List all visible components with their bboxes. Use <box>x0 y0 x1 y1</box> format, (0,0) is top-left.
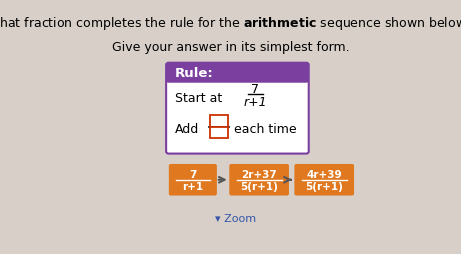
Text: ▾ Zoom: ▾ Zoom <box>215 213 256 223</box>
Text: What fraction completes the rule for the $\mathbf{arithmetic}$ sequence shown be: What fraction completes the rule for the… <box>0 15 461 32</box>
Text: 7: 7 <box>189 169 196 179</box>
FancyBboxPatch shape <box>166 64 309 154</box>
Text: Add: Add <box>175 122 199 135</box>
Bar <box>210 127 228 139</box>
Text: 7: 7 <box>251 82 259 95</box>
Bar <box>168 73 307 81</box>
FancyBboxPatch shape <box>166 64 309 83</box>
Text: 2r+37: 2r+37 <box>241 169 277 179</box>
FancyBboxPatch shape <box>295 164 354 196</box>
Text: Give your answer in its simplest form.: Give your answer in its simplest form. <box>112 41 349 54</box>
Text: Start at: Start at <box>175 91 222 104</box>
Text: each time: each time <box>234 122 297 135</box>
Text: r+1: r+1 <box>243 96 267 109</box>
Text: Rule:: Rule: <box>175 67 213 80</box>
Text: 4r+39: 4r+39 <box>307 169 342 179</box>
FancyBboxPatch shape <box>229 164 289 196</box>
Text: 5(r+1): 5(r+1) <box>305 181 343 191</box>
Bar <box>210 116 228 127</box>
Text: 5(r+1): 5(r+1) <box>240 181 278 191</box>
Text: r+1: r+1 <box>182 181 203 191</box>
FancyBboxPatch shape <box>169 164 217 196</box>
